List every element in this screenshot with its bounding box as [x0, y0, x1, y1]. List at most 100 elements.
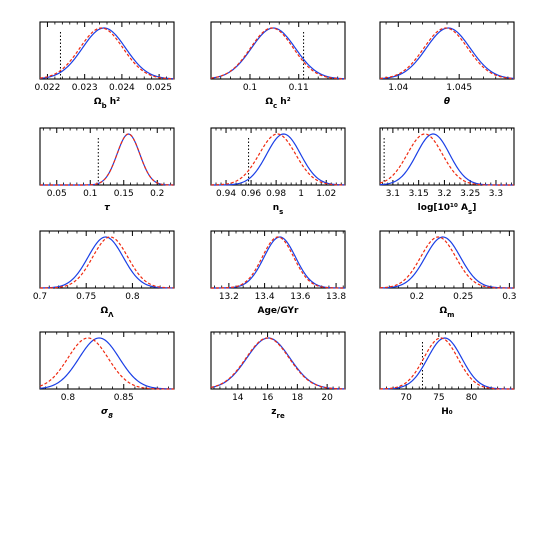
tick-label: 14	[232, 393, 244, 403]
posterior-curve-dashed	[379, 133, 514, 186]
tick-label: 0.022	[35, 83, 61, 93]
x-axis-label: Ωc h²	[265, 97, 290, 110]
panel-1: 0.022 0.023 0.024 0.025 Ωb h²	[35, 21, 175, 110]
posterior-curve-solid	[210, 337, 346, 390]
tick-label: 0.7	[33, 292, 47, 302]
posterior-curve-dashed	[210, 133, 346, 186]
x-axis-label: log[10¹⁰ As]	[418, 203, 477, 216]
tick-label: 80	[466, 393, 478, 403]
tick-label: 0.96	[241, 189, 261, 199]
posterior-curve-dashed	[39, 337, 174, 390]
x-axis-label: τ	[104, 203, 110, 213]
panel-frame	[39, 127, 175, 186]
panel-6: 3.1 3.15 3.2 3.25 3.3 log[10¹⁰ As]	[379, 127, 515, 216]
tick-label: 0.024	[109, 83, 135, 93]
panel-frame	[379, 21, 515, 80]
panel-5: 0.94 0.96 0.98 1 1.02 ns	[210, 127, 346, 216]
tick-label: 13.8	[326, 292, 346, 302]
tick-label: 0.025	[146, 83, 172, 93]
tick-label: 0.98	[266, 189, 286, 199]
tick-label: 3.15	[409, 189, 429, 199]
panel-2: 0.1 0.11 Ωc h²	[210, 21, 346, 110]
posterior-curve-solid	[379, 27, 515, 80]
tick-label: 20	[321, 393, 333, 403]
panel-frame	[379, 230, 515, 289]
panel-7: 0.7 0.75 0.8 ΩΛ	[33, 230, 175, 319]
panel-frame	[210, 127, 346, 186]
tick-label: 0.85	[114, 393, 134, 403]
x-axis-label: Ωm	[440, 306, 455, 319]
tick-label: 0.25	[453, 292, 473, 302]
tick-label: 0.023	[72, 83, 98, 93]
posterior-curve-dashed	[211, 236, 345, 289]
x-axis-label: zre	[271, 407, 285, 420]
posterior-curve-solid	[379, 236, 515, 289]
panel-frame	[39, 230, 175, 289]
tick-label: 0.05	[47, 189, 67, 199]
panel-frame	[210, 331, 346, 390]
x-axis-label: Ωb h²	[94, 97, 120, 110]
posterior-curve-dashed	[40, 133, 175, 186]
panel-frame	[210, 230, 346, 289]
tick-label: 70	[400, 393, 412, 403]
posterior-curve-solid	[211, 236, 345, 289]
tick-label: 18	[292, 393, 304, 403]
tick-label: 13.6	[290, 292, 310, 302]
tick-label: 1.045	[446, 83, 472, 93]
panel-frame	[210, 21, 346, 80]
panel-4: 0.05 0.1 0.15 0.2 τ	[39, 127, 175, 213]
panel-12: 70 75 80 H₀	[379, 331, 515, 417]
tick-label: 0.2	[150, 189, 164, 199]
tick-label: 3.3	[489, 189, 503, 199]
posterior-curve-solid	[379, 337, 515, 390]
posterior-curve-solid	[379, 133, 514, 186]
tick-label: 1.04	[388, 83, 408, 93]
tick-label: 1	[298, 189, 304, 199]
posterior-curve-dashed	[210, 27, 346, 80]
posterior-curve-solid	[40, 133, 175, 186]
tick-label: 0.8	[125, 292, 140, 302]
tick-label: 0.1	[243, 83, 257, 93]
x-axis-label: Age/GYr	[258, 306, 300, 316]
tick-label: 0.75	[76, 292, 96, 302]
panel-frame	[379, 331, 515, 390]
tick-label: 3.2	[437, 189, 451, 199]
posterior-curve-dashed	[379, 27, 515, 80]
posterior-curve-dashed	[379, 337, 515, 390]
posterior-curve-solid	[211, 133, 346, 186]
tick-label: 0.1	[83, 189, 97, 199]
x-axis-label: ΩΛ	[100, 306, 114, 319]
tick-label: 3.1	[386, 189, 400, 199]
posterior-curve-dashed	[379, 236, 515, 289]
panel-8: 13.2 13.4 13.6 13.8 Age/GYr	[210, 230, 346, 316]
tick-label: 0.8	[61, 393, 76, 403]
tick-label: 1.02	[316, 189, 336, 199]
panel-3: 1.04 1.045 θ	[379, 21, 515, 107]
tick-label: 3.25	[460, 189, 480, 199]
x-axis-label: θ	[444, 97, 450, 107]
tick-label: 0.3	[502, 292, 516, 302]
tick-label: 0.94	[216, 189, 236, 199]
x-axis-label: σ8	[101, 407, 113, 420]
panel-frame	[39, 331, 175, 390]
tick-label: 0.15	[114, 189, 134, 199]
x-axis-label: H₀	[441, 407, 453, 417]
panel-frame	[379, 127, 515, 186]
tick-label: 0.2	[410, 292, 424, 302]
posterior-curve-dashed	[40, 236, 175, 289]
tick-label: 13.2	[219, 292, 239, 302]
x-axis-label: ns	[273, 203, 284, 216]
tick-label: 13.4	[255, 292, 275, 302]
posterior-curve-dashed	[210, 337, 346, 390]
tick-label: 75	[433, 393, 444, 403]
panel-9: 0.2 0.25 0.3 Ωm	[379, 230, 517, 319]
posterior-curve-solid	[39, 236, 174, 289]
tick-label: 16	[262, 393, 274, 403]
posterior-curve-solid	[39, 337, 175, 390]
posterior-curve-solid	[39, 27, 175, 80]
panel-11: 14 16 18 20 zre	[210, 331, 346, 420]
tick-label: 0.11	[289, 83, 309, 93]
posterior-curve-solid	[210, 27, 346, 80]
